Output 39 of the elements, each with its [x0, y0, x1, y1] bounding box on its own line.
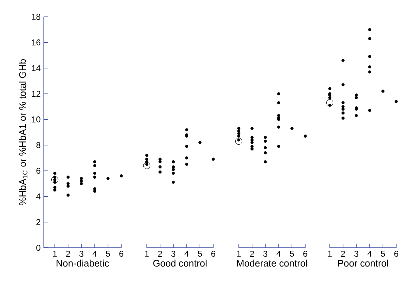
x-tick-label: 6 — [394, 251, 398, 258]
x-tick-label: 5 — [381, 251, 386, 257]
x-tick-label: 3 — [172, 251, 176, 258]
x-tick-label: 5 — [106, 251, 110, 257]
x-tick-label: 4 — [184, 251, 190, 257]
x-tick-label: 2 — [250, 251, 254, 257]
y-tick-label: 2 — [36, 219, 41, 226]
x-tick-label: 6 — [304, 251, 308, 258]
x-axis-title: Non-diabetic — [56, 260, 110, 267]
y-tick-label: 8 — [36, 142, 41, 148]
y-tick-label: 16 — [32, 40, 41, 46]
x-tick-label: 1 — [237, 251, 241, 257]
y-tick-label: 6 — [36, 168, 41, 174]
x-tick-label: 6 — [120, 251, 124, 258]
x-tick-label: 3 — [80, 251, 84, 258]
y-tick-label: 14 — [32, 65, 41, 72]
x-tick-label: 4 — [368, 251, 372, 257]
y-tick-label: 18 — [32, 14, 41, 20]
x-axis-title: Good control — [154, 260, 207, 267]
x-axis-title: Moderate control — [237, 260, 308, 267]
y-tick-label: 4 — [36, 194, 41, 200]
x-tick-label: 2 — [66, 251, 70, 257]
x-tick-label: 5 — [290, 251, 294, 257]
y-tick-label: 0 — [36, 244, 41, 251]
y-tick-label: 12 — [32, 91, 41, 97]
x-axis-title: Poor control — [338, 260, 388, 267]
x-tick-label: 1 — [328, 251, 332, 257]
x-tick-label: 3 — [264, 251, 268, 258]
y-axis-title: %HbA$_{1C}$ or %HbA1 or % total GHb — [19, 59, 28, 206]
x-tick-label: 2 — [341, 251, 346, 257]
x-tick-label: 1 — [145, 251, 149, 257]
y-tick-label: 10 — [32, 116, 41, 123]
x-tick-label: 3 — [354, 251, 359, 258]
x-tick-label: 4 — [92, 251, 98, 257]
x-tick-label: 6 — [212, 251, 216, 258]
x-tick-label: 4 — [276, 251, 282, 257]
x-tick-label: 1 — [53, 251, 57, 257]
x-tick-label: 2 — [158, 251, 162, 257]
x-tick-label: 5 — [198, 251, 202, 257]
